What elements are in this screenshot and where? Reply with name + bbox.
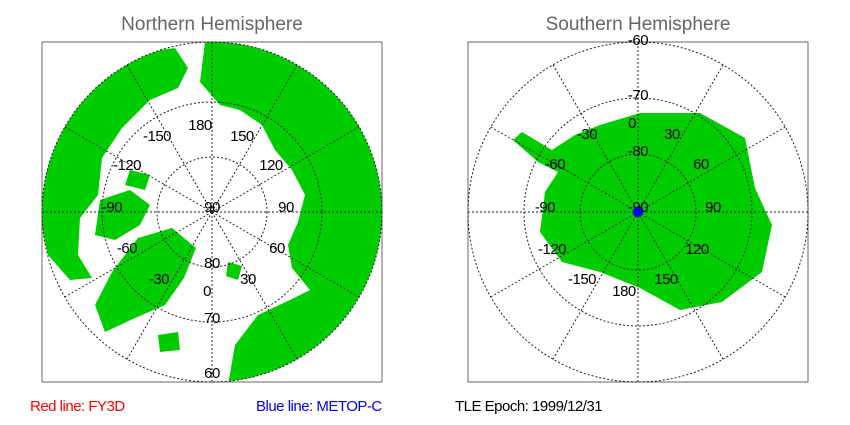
lon-label: 60 — [693, 156, 709, 173]
lat-label: 90 — [204, 199, 220, 216]
south-labels: 180 150 120 90 60 30 0 -30 -60 -90 -120 … — [535, 32, 722, 300]
meridian-line — [637, 126, 786, 213]
legend-blue-line: Blue line: METOP-C — [256, 398, 382, 415]
lon-label: -30 — [149, 271, 169, 288]
arctic-islands — [95, 170, 150, 240]
lon-label: -60 — [117, 240, 137, 257]
lat-label: 80 — [204, 255, 220, 272]
lon-label: -90 — [102, 199, 122, 216]
north-title: Northern Hemisphere — [121, 14, 303, 35]
lat-label: -80 — [628, 143, 648, 160]
lon-label: 150 — [654, 271, 678, 288]
lat-label: -60 — [628, 32, 648, 49]
meridian-line — [490, 211, 639, 298]
meridian-line — [64, 211, 213, 298]
meridian-line — [211, 64, 298, 213]
lon-label: 0 — [203, 283, 211, 300]
lon-label: 180 — [188, 117, 212, 134]
meridian-line — [211, 211, 298, 360]
north-graticule — [41, 41, 383, 383]
lon-label: 0 — [628, 115, 636, 132]
lat-label: 70 — [204, 310, 220, 327]
lon-label: 90 — [705, 199, 721, 216]
south-title: Southern Hemisphere — [546, 14, 731, 35]
lon-label: 180 — [612, 283, 636, 300]
satellite-position-marker — [633, 207, 643, 217]
greenland-landmass — [95, 228, 196, 332]
meridian-line — [637, 64, 724, 213]
lon-label: 30 — [240, 271, 256, 288]
meridian-line — [211, 211, 360, 298]
iceland — [158, 332, 180, 352]
north-labels: 180 150 120 90 60 30 0 -30 -60 -90 -120 … — [102, 117, 295, 382]
south-graticule — [467, 41, 809, 383]
lon-label: -120 — [113, 157, 141, 174]
meridian-line — [211, 126, 360, 213]
eurasia-landmass — [200, 42, 382, 382]
lon-label: 30 — [664, 126, 680, 143]
lon-label: 120 — [685, 241, 709, 258]
lon-label: -60 — [545, 156, 565, 173]
meridian-line — [637, 211, 724, 360]
meridian-line — [552, 64, 639, 213]
legend-red-line: Red line: FY3D — [30, 398, 125, 415]
lon-label: -90 — [535, 199, 555, 216]
meridian-line — [126, 211, 213, 360]
svalbard — [226, 262, 242, 280]
meridian-line — [490, 126, 639, 213]
meridian-line — [552, 211, 639, 360]
lon-label: 150 — [230, 128, 254, 145]
lon-label: -150 — [568, 271, 596, 288]
lon-label: -30 — [577, 126, 597, 143]
lon-label: -120 — [538, 241, 566, 258]
tle-epoch: TLE Epoch: 1999/12/31 — [455, 398, 603, 415]
lon-label: 60 — [269, 240, 285, 257]
meridian-line — [64, 126, 213, 213]
lon-label: -150 — [143, 128, 171, 145]
meridian-line — [126, 64, 213, 213]
lon-label: 120 — [259, 157, 283, 174]
meridian-line — [637, 211, 786, 298]
lon-label: 90 — [278, 199, 294, 216]
lat-label: 60 — [204, 365, 220, 382]
lat-label: -70 — [628, 87, 648, 104]
